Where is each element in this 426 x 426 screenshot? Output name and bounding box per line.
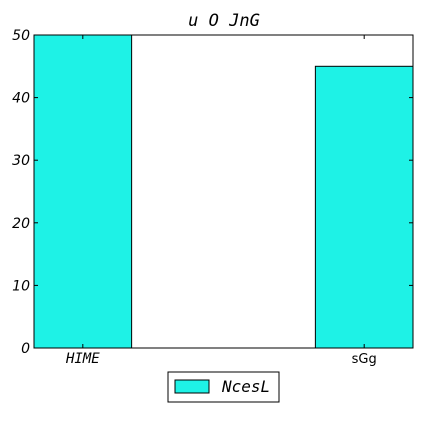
plot-frame: [33, 34, 414, 349]
bar-sgg: [314, 65, 414, 349]
axes-layer: 0 10 20 30 40 50 HIME sGg: [12, 28, 414, 367]
bars-layer: [33, 34, 414, 349]
y-tick-label: 40: [12, 91, 30, 107]
legend-swatch: [174, 379, 210, 394]
x-tick-label: sGg: [352, 352, 377, 367]
legend: NcesL: [167, 371, 280, 403]
y-tick-label: 50: [12, 28, 30, 44]
y-tick-label: 20: [12, 216, 30, 232]
y-tick-label: 10: [12, 278, 30, 294]
y-tick-label: 0: [21, 341, 30, 357]
legend-label: NcesL: [221, 377, 270, 396]
chart-title: u O JnG: [188, 11, 260, 31]
x-tick-label: HIME: [65, 351, 100, 367]
y-tick-label: 30: [12, 153, 30, 169]
bar-hime: [33, 34, 133, 349]
